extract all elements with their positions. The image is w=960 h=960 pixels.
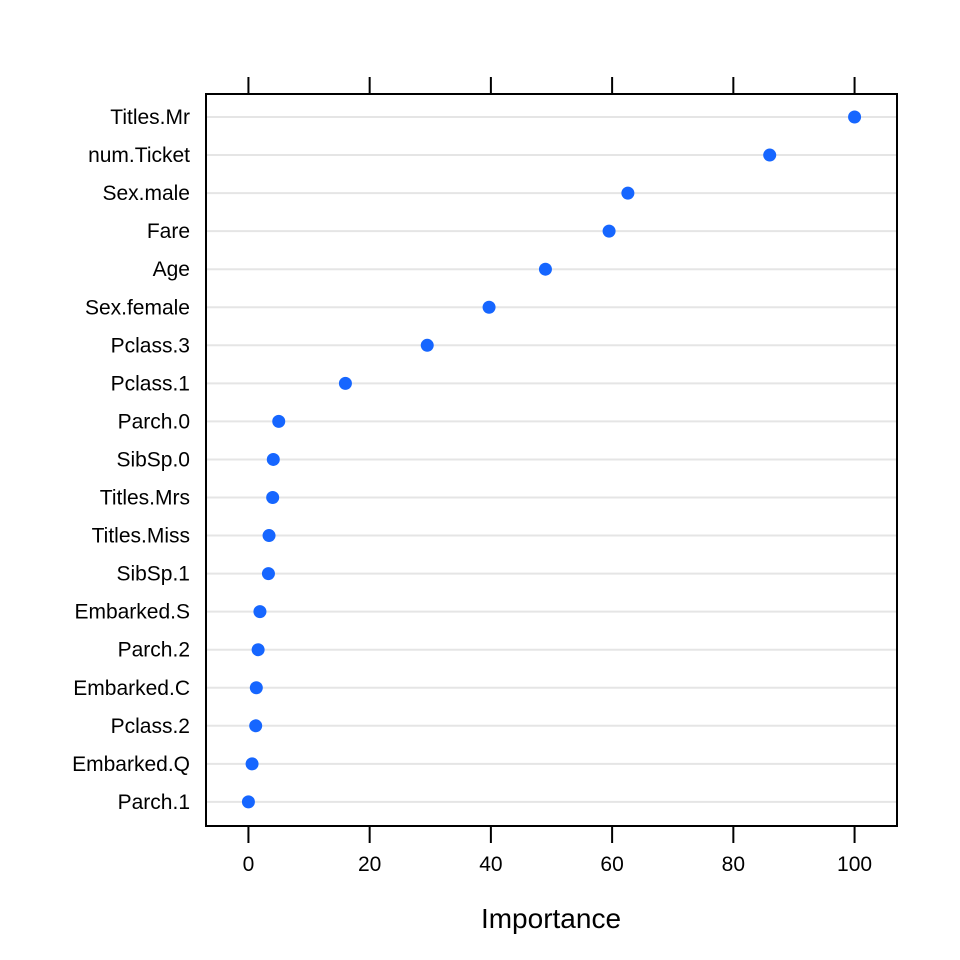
category-label: Pclass.2 <box>111 715 190 738</box>
data-point <box>621 186 635 200</box>
category-label: Parch.1 <box>118 791 190 814</box>
category-label: num.Ticket <box>88 144 190 167</box>
category-label: Embarked.Q <box>72 753 190 776</box>
data-point <box>848 110 862 124</box>
data-points <box>241 110 862 809</box>
data-point <box>272 414 286 428</box>
category-label: Sex.male <box>102 182 190 205</box>
category-label: Pclass.3 <box>111 334 190 357</box>
x-axis-title: Importance <box>481 903 621 934</box>
data-point <box>249 719 263 733</box>
data-point <box>245 757 259 771</box>
x-tick-label: 80 <box>722 853 745 876</box>
data-point <box>266 452 280 466</box>
category-label: Parch.2 <box>118 639 190 662</box>
data-point <box>266 491 280 504</box>
data-point <box>241 795 255 809</box>
data-point <box>251 643 265 657</box>
category-label: Embarked.C <box>73 677 190 700</box>
data-point <box>602 224 616 238</box>
data-point <box>262 529 276 543</box>
axis-ticks: 0 20 40 60 80 100 <box>243 77 872 876</box>
data-point <box>253 605 267 619</box>
data-point <box>538 262 552 276</box>
grid-lines <box>207 116 896 803</box>
category-label: Sex.female <box>85 296 190 319</box>
category-label: Titles.Mrs <box>100 487 190 510</box>
category-label: Titles.Mr <box>110 106 190 129</box>
data-point <box>249 681 263 695</box>
category-label: Fare <box>147 220 190 243</box>
category-label: Age <box>153 258 190 281</box>
category-label: SibSp.0 <box>116 448 190 471</box>
data-point <box>338 376 352 390</box>
category-labels: Titles.Mr num.Ticket Sex.male Fare Age Sex.fe… <box>72 106 190 814</box>
x-tick-label: 100 <box>837 853 872 876</box>
data-point <box>763 148 777 162</box>
category-label: Pclass.1 <box>111 372 190 395</box>
data-point <box>261 567 275 581</box>
category-label: Embarked.S <box>74 601 190 624</box>
x-tick-label: 60 <box>600 853 623 876</box>
plot-frame <box>205 93 898 827</box>
data-point <box>420 338 434 352</box>
category-label: SibSp.1 <box>116 563 190 586</box>
x-tick-label: 40 <box>479 853 502 876</box>
category-label: Parch.0 <box>118 410 190 433</box>
category-label: Titles.Miss <box>92 525 190 548</box>
x-tick-label: 20 <box>358 853 381 876</box>
x-tick-label: 0 <box>243 853 255 876</box>
data-point <box>482 300 496 314</box>
